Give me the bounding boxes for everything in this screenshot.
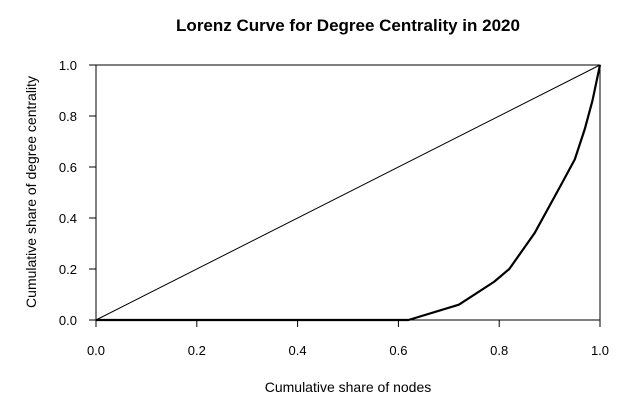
- y-tick-label: 0.8: [59, 109, 77, 124]
- series-layer: [95, 64, 602, 322]
- y-tick-label: 1.0: [59, 58, 77, 73]
- y-axis-label: Cumulative share of degree centrality: [23, 76, 39, 308]
- y-tick-label: 0.6: [59, 160, 77, 175]
- y-tick-label: 0.0: [59, 313, 77, 328]
- x-axis-label: Cumulative share of nodes: [265, 379, 432, 395]
- x-tick-label: 0.6: [389, 343, 407, 358]
- x-tick-label: 1.0: [591, 343, 609, 358]
- x-tick-label: 0.4: [289, 343, 307, 358]
- x-axis: 0.0 0.2 0.4 0.6 0.8 1.0: [87, 320, 609, 358]
- y-axis: 0.0 0.2 0.4 0.6 0.8 1.0: [59, 58, 96, 328]
- y-tick-label: 0.4: [59, 211, 77, 226]
- lorenz-curve-line: [96, 64, 602, 322]
- chart-title: Lorenz Curve for Degree Centrality in 20…: [176, 16, 520, 35]
- x-tick-label: 0.8: [490, 343, 508, 358]
- x-tick-label: 0.0: [87, 343, 105, 358]
- x-tick-label: 0.2: [188, 343, 206, 358]
- y-tick-label: 0.2: [59, 262, 77, 277]
- equality-diagonal-line: [95, 64, 601, 321]
